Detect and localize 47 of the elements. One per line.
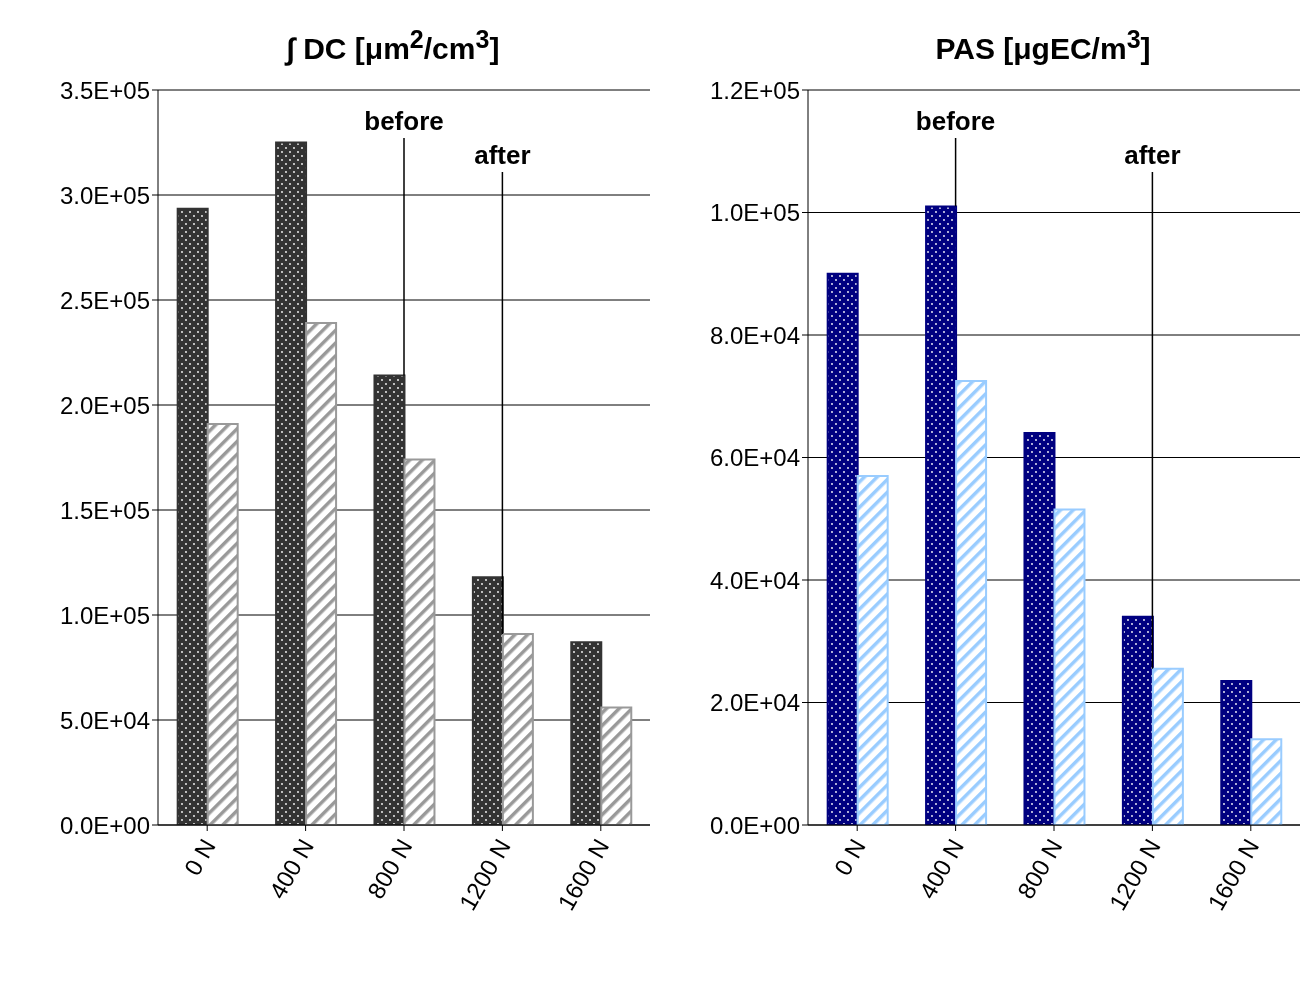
bar	[856, 474, 889, 825]
bar	[176, 207, 209, 825]
bar	[955, 379, 988, 825]
bar	[305, 322, 338, 825]
y-tick-label: 1.0E+05	[59, 601, 150, 629]
annotation: before	[915, 106, 996, 136]
bar	[1250, 738, 1283, 825]
bar	[206, 422, 239, 825]
bar	[925, 205, 958, 825]
bar	[373, 374, 406, 825]
y-tick-label: 0.0E+00	[59, 811, 150, 839]
y-tick-label: 5.0E+04	[59, 706, 150, 734]
y-tick-label: 0.0E+00	[709, 811, 800, 839]
bar	[570, 641, 603, 825]
bar	[1220, 680, 1253, 825]
y-tick-label: 3.5E+05	[59, 76, 150, 104]
bar	[1151, 667, 1184, 825]
x-tick-label: 800 N	[362, 834, 418, 904]
annotation: after	[1124, 140, 1181, 170]
annotation: before	[364, 106, 444, 136]
y-tick-label: 3.0E+05	[59, 181, 150, 209]
x-tick-label: 0 N	[178, 834, 221, 881]
bar	[1121, 615, 1154, 825]
y-tick-label: 1.0E+05	[709, 199, 800, 227]
bar	[1053, 508, 1086, 825]
bar	[471, 576, 504, 825]
y-tick-label: 2.0E+04	[709, 689, 800, 717]
y-tick-label: 4.0E+04	[709, 566, 800, 594]
y-tick-label: 1.5E+05	[59, 496, 150, 524]
chart-title: ∫ DC [μm$^{2}$/cm$^{3}$]	[283, 24, 501, 68]
bar	[826, 272, 859, 825]
x-tick-label: 400 N	[263, 834, 320, 904]
y-tick-label: 6.0E+04	[709, 444, 800, 472]
y-tick-label: 2.5E+05	[59, 286, 150, 314]
y-tick-label: 8.0E+04	[709, 321, 800, 349]
bar	[501, 632, 534, 825]
annotation: after	[474, 140, 531, 170]
bar	[600, 706, 633, 825]
x-tick-label: 0 N	[828, 834, 871, 881]
bar	[275, 141, 308, 825]
y-tick-label: 2.0E+05	[59, 391, 150, 419]
chart-title: PAS [μgEC/m$^{3}$]	[934, 24, 1152, 67]
bar	[403, 458, 436, 825]
x-tick-label: 800 N	[1012, 834, 1068, 904]
x-tick-label: 400 N	[913, 834, 970, 904]
bar	[1023, 432, 1056, 825]
y-tick-label: 1.2E+05	[709, 76, 800, 104]
